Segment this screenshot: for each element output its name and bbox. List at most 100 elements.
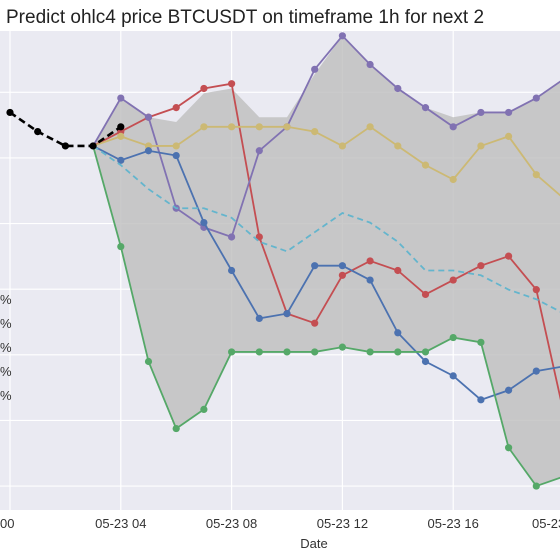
series-point-4-2 (144, 357, 153, 366)
series-point-1-1 (117, 94, 125, 102)
series-point-4-12 (421, 348, 430, 356)
x-tick-label-5: 05-23 2 (532, 516, 560, 531)
percent-label-0: % (0, 292, 12, 307)
series-point-3-11 (394, 329, 402, 337)
history-point-4 (117, 123, 125, 131)
x-tick-label-4: 05-23 16 (428, 516, 479, 531)
x-tick-label-1: 05-23 04 (95, 516, 146, 531)
series-point-0-9 (338, 271, 346, 279)
series-point-0-8 (311, 319, 319, 327)
series-point-3-15 (505, 386, 513, 394)
series-point-1-11 (394, 84, 402, 93)
series-point-3-10 (366, 276, 374, 284)
x-tick-labels: 00 05-23 04 05-23 08 05-23 12 05-23 16 05-23 … (0, 516, 560, 531)
series-point-2-10 (366, 123, 374, 131)
series-point-3-16 (532, 367, 540, 375)
series-point-3-4 (200, 219, 208, 227)
series-point-4-10 (366, 348, 374, 356)
history-line (9, 111, 122, 148)
series-point-2-6 (255, 123, 263, 131)
series-line-5 (92, 145, 560, 313)
x-axis-label: Date (300, 536, 327, 551)
series-point-2-11 (394, 142, 402, 150)
series-point-0-5 (228, 80, 236, 88)
series-point-0-4 (200, 84, 208, 93)
series-point-4-15 (505, 444, 513, 452)
series-point-1-13 (449, 123, 457, 131)
series-point-4-8 (311, 348, 319, 356)
series-point-3-3 (172, 151, 180, 160)
series-point-1-8 (311, 65, 319, 73)
series-point-3-5 (228, 266, 236, 275)
series-point-1-10 (366, 60, 374, 69)
series-point-3-12 (421, 357, 430, 366)
series-point-3-7 (283, 310, 291, 318)
series-point-4-13 (449, 333, 457, 342)
series-point-0-15 (505, 252, 513, 260)
series-point-3-8 (311, 262, 319, 270)
series-point-4-14 (477, 338, 485, 346)
series-point-0-6 (255, 233, 263, 241)
series-point-0-12 (421, 290, 430, 299)
series-point-0-11 (394, 266, 402, 275)
percent-label-1: % (0, 316, 12, 331)
x-tick-label-2: 05-23 08 (206, 516, 257, 531)
series-point-1-12 (421, 104, 430, 112)
series-point-4-6 (255, 348, 263, 356)
history-point-0 (6, 108, 14, 117)
series-point-2-9 (338, 142, 346, 150)
series-point-1-6 (255, 147, 263, 155)
series-point-4-9 (338, 343, 346, 351)
series-point-2-3 (172, 142, 180, 150)
series-point-4-11 (394, 348, 402, 356)
series-point-4-7 (283, 348, 291, 356)
series-point-2-13 (449, 175, 457, 184)
series-point-3-14 (477, 396, 485, 404)
series-point-2-5 (228, 123, 236, 131)
series-point-2-4 (200, 123, 208, 131)
series-point-1-16 (532, 94, 540, 102)
series-point-4-1 (117, 242, 125, 251)
history-group (6, 108, 125, 150)
series-point-1-5 (228, 233, 236, 241)
series-point-2-16 (532, 171, 540, 179)
series-point-1-14 (477, 108, 485, 117)
percent-labels: %%%%% (0, 292, 12, 403)
series-point-0-16 (532, 286, 540, 294)
x-tick-label-0: 00 (0, 516, 14, 531)
series-group (92, 32, 560, 490)
series-point-3-6 (255, 314, 263, 322)
series-point-0-13 (449, 276, 457, 284)
series-point-4-16 (532, 482, 540, 490)
series-point-2-14 (477, 142, 485, 150)
series-point-4-3 (172, 424, 180, 433)
percent-label-3: % (0, 364, 12, 379)
series-point-2-7 (283, 123, 291, 131)
series-point-0-10 (366, 257, 374, 265)
percent-label-4: % (0, 388, 12, 403)
band-area (93, 35, 560, 487)
series-point-1-15 (505, 108, 513, 117)
series-point-2-8 (311, 127, 319, 136)
series-point-3-13 (449, 372, 457, 380)
x-tick-label-3: 05-23 12 (317, 516, 368, 531)
series-point-1-9 (338, 32, 346, 40)
series-point-3-1 (117, 156, 125, 164)
series-point-1-2 (144, 113, 153, 121)
series-point-4-4 (200, 405, 208, 414)
series-point-4-5 (228, 348, 236, 356)
series-point-0-3 (172, 104, 180, 112)
series-point-3-9 (338, 262, 346, 270)
percent-label-2: % (0, 340, 12, 355)
series-point-2-15 (505, 132, 513, 140)
series-point-0-14 (477, 262, 485, 270)
history-point-1 (34, 127, 42, 136)
prediction-band (93, 35, 560, 487)
series-point-3-2 (144, 147, 153, 155)
history-point-3 (89, 142, 97, 150)
series-point-2-12 (421, 161, 430, 169)
history-point-2 (61, 142, 69, 150)
chart-title: Predict ohlc4 price BTCUSDT on timeframe… (6, 7, 484, 28)
